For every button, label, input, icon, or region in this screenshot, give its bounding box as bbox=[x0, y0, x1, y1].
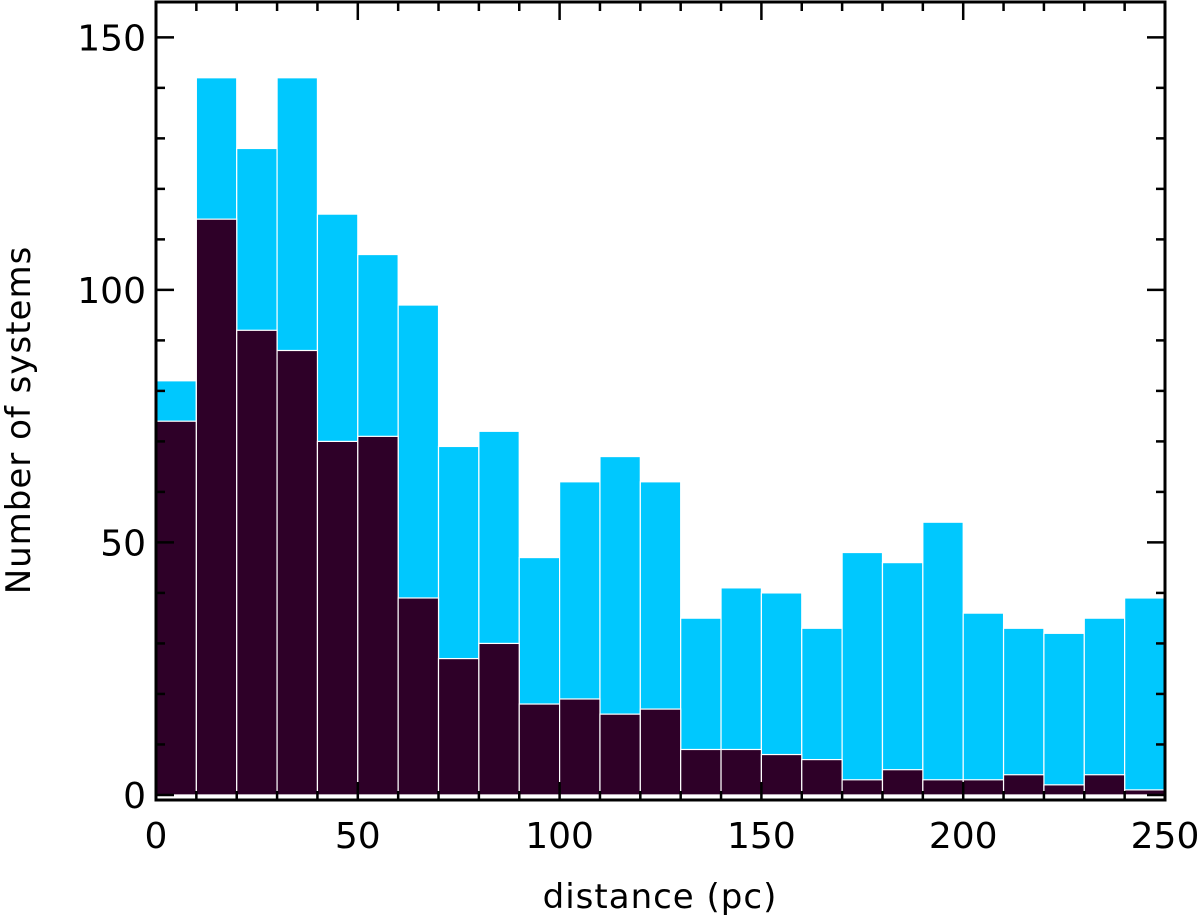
bar-series-2-bin-60 bbox=[397, 597, 440, 796]
x-tick-label-100: 100 bbox=[525, 816, 594, 857]
labels-layer: 0 50 100 150 200 250 0 50 100 150 bbox=[77, 18, 1199, 857]
bar-series-1-bin-180 bbox=[881, 562, 924, 796]
bar-series-2-bin-130 bbox=[680, 748, 722, 796]
bar-series-2-bin-230 bbox=[1083, 774, 1126, 796]
x-axis-label: distance (pc) bbox=[543, 877, 778, 917]
bar-series-1-bin-220 bbox=[1043, 632, 1085, 796]
x-tick-label-50: 50 bbox=[335, 816, 381, 857]
y-axis-label: Number of systems bbox=[0, 246, 39, 595]
y-tick-label-150: 150 bbox=[77, 18, 146, 59]
bar-series-2-bin-30 bbox=[276, 349, 319, 796]
bar-series-2-bin-150 bbox=[760, 753, 803, 796]
bar-series-1-bin-190 bbox=[922, 521, 964, 796]
bar-series-1-bin-210 bbox=[1002, 627, 1045, 796]
bar-series-2-bin-10 bbox=[195, 218, 238, 796]
bar-series-2-bin-90 bbox=[518, 703, 561, 796]
bar-series-2-bin-80 bbox=[478, 642, 520, 796]
bar-series-2-bin-0 bbox=[155, 420, 197, 796]
x-tick-label-0: 0 bbox=[145, 816, 168, 857]
y-tick-label-50: 50 bbox=[100, 523, 146, 564]
bar-series-2-bin-190 bbox=[922, 779, 964, 796]
bar-series-2-bin-200 bbox=[962, 779, 1005, 796]
bar-series-2-bin-210 bbox=[1002, 774, 1045, 796]
bar-series-2-bin-70 bbox=[437, 657, 480, 796]
bar-series-2-bin-170 bbox=[841, 779, 884, 796]
bar-series-1-bin-170 bbox=[841, 551, 884, 796]
bar-series-2-bin-140 bbox=[720, 748, 762, 796]
bar-series-2-bin-220 bbox=[1043, 784, 1085, 796]
bar-series-1-bin-200 bbox=[962, 612, 1005, 796]
x-tick-label-150: 150 bbox=[727, 816, 796, 857]
bar-series-2-bin-110 bbox=[599, 713, 641, 796]
bar-series-2-bin-40 bbox=[316, 440, 359, 796]
bar-series-2-bin-180 bbox=[881, 769, 924, 796]
bar-series-1-bin-240 bbox=[1124, 597, 1166, 796]
bar-series-2-bin-120 bbox=[639, 708, 682, 796]
bar-series-2-bin-100 bbox=[558, 698, 601, 796]
bar-series-2-bin-160 bbox=[801, 758, 843, 796]
bar-series-2-bin-50 bbox=[357, 435, 399, 796]
x-tick-label-250: 250 bbox=[1131, 816, 1200, 857]
y-tick-label-0: 0 bbox=[123, 776, 146, 817]
bar-series-1-bin-230 bbox=[1083, 617, 1126, 796]
bar-series-2-bin-20 bbox=[236, 329, 278, 796]
plot-frame bbox=[154, 0, 1167, 802]
x-tick-label-200: 200 bbox=[929, 816, 998, 857]
bars-layer bbox=[155, 77, 1166, 796]
y-tick-label-100: 100 bbox=[77, 271, 146, 312]
